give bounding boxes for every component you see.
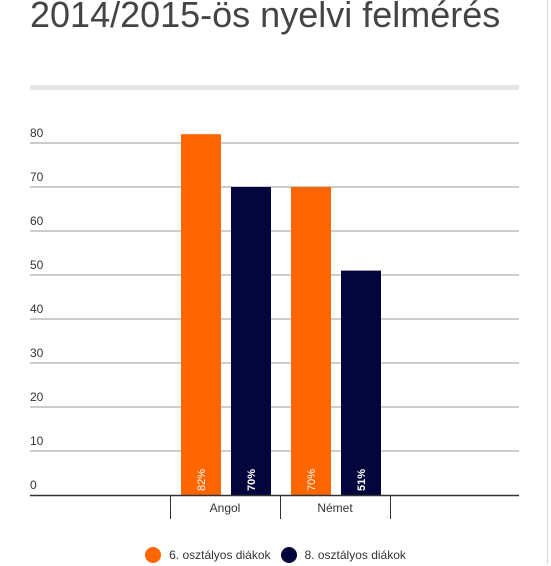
bar xyxy=(341,270,381,495)
legend-item-series-1: 6. osztályos diákok xyxy=(145,547,271,563)
legend-item-series-2: 8. osztályos diákok xyxy=(280,547,406,563)
x-category-label: Angol xyxy=(210,501,241,515)
x-axis: Angol Német xyxy=(30,494,519,519)
y-tick-label: 0 xyxy=(30,478,37,492)
bar-labels: 82% 70% 70% 51% xyxy=(196,469,368,491)
y-tick-label: 80 xyxy=(30,126,44,140)
legend-label: 8. osztályos diákok xyxy=(304,548,406,562)
bar-value-label: 82% xyxy=(196,469,208,491)
grid-lines xyxy=(30,142,519,452)
y-tick-label: 40 xyxy=(30,302,44,316)
y-tick-label: 70 xyxy=(30,170,44,184)
bars xyxy=(181,134,381,495)
legend-swatch-navy xyxy=(280,547,297,563)
bar-value-label: 70% xyxy=(246,469,258,491)
legend-label: 6. osztályos diákok xyxy=(169,548,271,562)
y-axis-ticks: 0 10 20 30 40 50 60 70 80 xyxy=(30,126,44,492)
panel-border xyxy=(547,0,548,564)
title-divider xyxy=(30,85,519,90)
bar xyxy=(181,134,221,495)
legend: 6. osztályos diákok 8. osztályos diákok xyxy=(0,544,551,566)
y-tick-label: 30 xyxy=(30,346,44,360)
legend-swatch-orange xyxy=(145,547,162,563)
bar xyxy=(291,187,331,495)
y-tick-label: 60 xyxy=(30,214,44,228)
y-tick-label: 50 xyxy=(30,258,44,272)
y-tick-label: 10 xyxy=(30,434,44,448)
chart-title: 2014/2015-ös nyelvi felmérés xyxy=(30,0,501,35)
bar xyxy=(231,187,271,495)
y-tick-label: 20 xyxy=(30,390,44,404)
bar-value-label: 70% xyxy=(306,469,318,491)
bar-value-label: 51% xyxy=(356,469,368,491)
x-category-label: Német xyxy=(317,501,353,515)
bar-chart: 0 10 20 30 40 50 60 70 80 82% 70% 70% 51% Angol Néme… xyxy=(30,126,519,519)
